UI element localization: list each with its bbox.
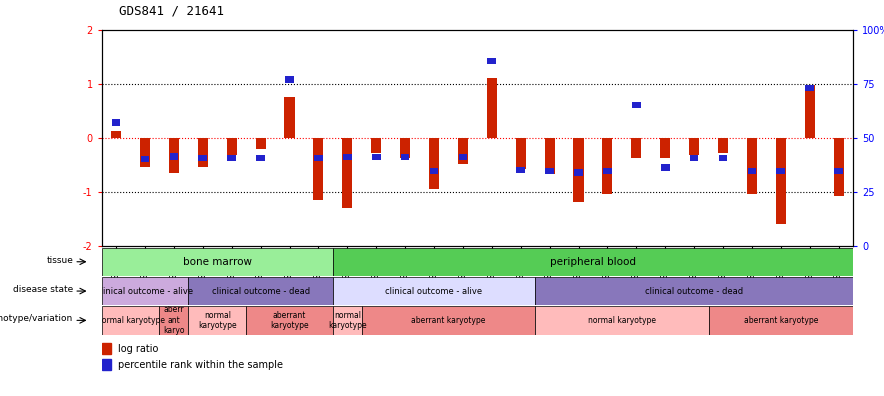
Bar [199,155,207,161]
Bar [372,154,380,160]
Bar [400,154,409,160]
Text: genotype/variation: genotype/variation [0,314,73,324]
Bar [632,102,641,109]
Text: tissue: tissue [46,256,73,265]
Bar [690,155,698,161]
Bar [111,131,121,137]
Bar [111,119,120,126]
Bar [102,277,188,305]
Text: bone marrow: bone marrow [183,257,252,267]
Bar [515,137,526,169]
Bar [286,76,293,83]
Text: aberrant karyotype: aberrant karyotype [743,316,818,325]
Bar [333,277,535,305]
Bar [574,137,583,202]
Bar [141,156,149,162]
Text: clinical outcome - dead: clinical outcome - dead [645,287,743,295]
Text: normal karyotype: normal karyotype [588,316,656,325]
Bar [719,155,728,161]
Bar [689,137,699,155]
Bar [834,137,843,196]
Bar [285,97,294,137]
Bar [188,306,246,335]
Bar [805,85,814,91]
Bar [535,277,853,305]
Bar [333,248,853,276]
Bar [748,168,756,174]
Bar [256,155,265,161]
Bar [430,168,438,174]
Text: normal
karyotype: normal karyotype [328,311,367,330]
Bar [834,168,843,174]
Bar [575,169,583,176]
Text: log ratio: log ratio [118,344,158,354]
Bar [169,137,179,173]
Text: percentile rank within the sample: percentile rank within the sample [118,360,283,370]
Text: aberr
ant
karyo: aberr ant karyo [164,305,185,335]
Bar [102,248,333,276]
Bar [313,137,324,200]
Bar [660,137,670,158]
Bar [333,306,362,335]
Bar [342,137,353,208]
Bar [159,306,188,335]
Bar [458,137,468,164]
Bar [371,137,381,153]
Bar [516,167,525,173]
Bar [227,155,236,161]
Bar [429,137,439,189]
Bar [459,154,468,160]
Bar [709,306,853,335]
Bar [198,137,208,167]
Bar [487,58,496,64]
Text: clinical outcome - alive: clinical outcome - alive [385,287,483,295]
Bar [343,154,352,160]
Bar [246,306,333,335]
Text: normal
karyotype: normal karyotype [198,311,237,330]
Text: disease state: disease state [13,285,73,294]
Bar [226,137,237,155]
Bar [170,153,179,160]
Bar [776,137,786,224]
Text: clinical outcome - alive: clinical outcome - alive [96,287,194,295]
Bar [602,137,613,194]
Bar [188,277,333,305]
Text: normal karyotype: normal karyotype [96,316,164,325]
Bar [661,164,669,171]
Bar [102,306,159,335]
Text: clinical outcome - dead: clinical outcome - dead [211,287,309,295]
Bar [804,85,815,137]
Bar [400,137,410,158]
Bar [603,168,612,174]
Bar [314,155,323,161]
Bar [631,137,642,158]
Bar [362,306,535,335]
Bar [535,306,709,335]
Bar [102,360,110,370]
Bar [545,137,554,174]
Text: aberrant
karyotype: aberrant karyotype [271,311,309,330]
Text: peripheral blood: peripheral blood [550,257,636,267]
Bar [140,137,150,167]
Bar [487,78,497,137]
Bar [747,137,757,194]
Bar [102,343,110,354]
Text: GDS841 / 21641: GDS841 / 21641 [119,5,225,18]
Bar [718,137,728,153]
Bar [255,137,266,149]
Bar [545,168,554,174]
Text: aberrant karyotype: aberrant karyotype [411,316,485,325]
Bar [776,168,785,174]
